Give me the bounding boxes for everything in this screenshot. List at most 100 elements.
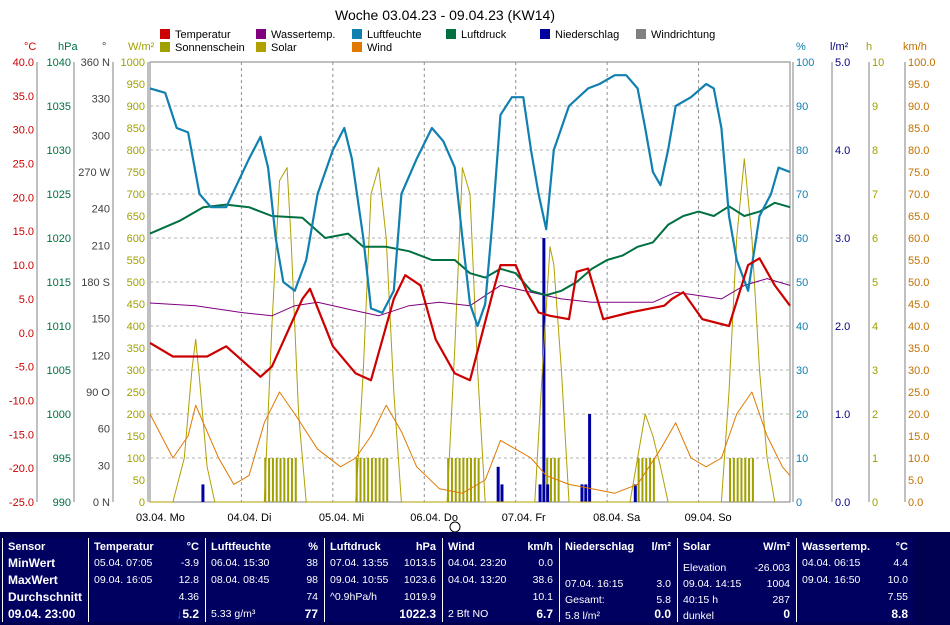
rain-total-value: 5.8: [656, 594, 671, 606]
axis-tick-wind: 55.0: [908, 255, 929, 267]
axis-unit-temp: °C: [24, 41, 36, 53]
axis-tick-sun: 10: [872, 57, 884, 69]
axis-tick-temp: -25.0: [9, 497, 34, 509]
rain-bar: [580, 484, 584, 502]
axis-tick-humidity: 40: [796, 321, 808, 333]
sunshine-bar: [378, 458, 381, 502]
sunshine-bar: [732, 458, 735, 502]
axis-tick-wind: 100.0: [908, 57, 936, 69]
time-marker-icon[interactable]: [449, 521, 461, 532]
rain-total-label: Gesamt:: [565, 594, 605, 606]
wind-unit: km/h: [527, 541, 553, 553]
axis-unit-wind: km/h: [903, 41, 927, 53]
humidity-header: Luftfeuchte: [211, 541, 271, 553]
legend-swatch-1: [256, 29, 266, 39]
sunshine-bar: [386, 458, 389, 502]
axis-tick-sun: 7: [872, 189, 878, 201]
temp-max-value: 12.8: [178, 574, 199, 586]
water-avg-value: 7.55: [887, 591, 908, 603]
legend-label-4: Niederschlag: [555, 29, 619, 41]
axis-tick-temp: 35.0: [13, 91, 34, 103]
axis-tick-wind: 40.0: [908, 321, 929, 333]
sunshine-bar: [268, 458, 271, 502]
axis-tick-winddir: 180 S: [81, 277, 110, 289]
rain-bar: [500, 484, 504, 502]
pressure-unit: hPa: [415, 541, 436, 553]
sunshine-bar: [466, 458, 469, 502]
wind-max-time: 04.04. 13:20: [448, 574, 507, 586]
temp-current-value: 5.2: [182, 607, 199, 621]
legend-label-3: Luftdruck: [461, 29, 507, 41]
wind-max-value: 38.6: [532, 574, 553, 586]
pressure-header: Luftdruck: [330, 541, 381, 553]
axis-tick-winddir: 330: [92, 94, 110, 106]
sensor-column: Sensor MinWert MaxWert Durchschnitt 09.0…: [2, 538, 87, 622]
axis-tick-winddir: 90 O: [86, 387, 110, 399]
sunshine-bar: [290, 458, 293, 502]
axis-tick-wind: 25.0: [908, 387, 929, 399]
axis-tick-sun: 4: [872, 321, 878, 333]
x-day-label-6: 09.04. So: [685, 512, 732, 524]
axis-tick-temp: 30.0: [13, 125, 34, 137]
x-day-label-0: 03.04. Mo: [136, 512, 185, 524]
sunshine-bar: [359, 458, 362, 502]
axis-tick-temp: 25.0: [13, 159, 34, 171]
solar-elevation-label: Elevation: [683, 562, 727, 574]
hum-current-value: 77: [304, 607, 318, 621]
press-avg-value: 1019.9: [403, 591, 436, 603]
axis-tick-temp: -15.0: [9, 429, 34, 441]
temp-min-value: -3.9: [180, 557, 199, 569]
sunshine-hours: 40:15 h: [683, 594, 719, 606]
axis-tick-wind: 0.0: [908, 497, 923, 509]
hum-absolute: 5.33 g/m³: [211, 608, 256, 620]
legend-label-7: Solar: [271, 42, 297, 54]
hum-min-value: 38: [306, 557, 318, 569]
axis-tick-temp: 15.0: [13, 226, 34, 238]
legend-label-8: Wind: [367, 42, 392, 54]
trend-down-icon: ↓: [176, 607, 183, 621]
x-day-label-4: 07.04. Fr: [502, 512, 546, 524]
press-min-value: 1013.5: [403, 557, 436, 569]
rain-bar: [588, 414, 592, 502]
axis-tick-sun: 3: [872, 365, 878, 377]
axis-tick-temp: 0.0: [19, 328, 34, 340]
humidity-unit: %: [308, 541, 318, 553]
axis-tick-pressure: 995: [53, 453, 71, 465]
solar-line: [150, 158, 776, 503]
press-current-value: 1022.3: [399, 607, 436, 621]
solar-current-value: 0: [783, 607, 790, 621]
temperature-line: [149, 257, 791, 382]
sunshine-bar: [283, 458, 286, 502]
axis-tick-pressure: 1040: [47, 57, 71, 69]
axis-tick-wind: 85.0: [908, 123, 929, 135]
solar-state: dunkel: [683, 610, 714, 622]
sunshine-bar: [649, 458, 652, 502]
axis-tick-wind: 5.0: [908, 475, 923, 487]
temp-avg-value: 4.36: [178, 591, 199, 603]
rain-unit: l/m²: [651, 541, 671, 553]
axis-tick-solar: 250: [127, 387, 145, 399]
sunshine-bar: [748, 458, 751, 502]
sunshine-bar: [450, 458, 453, 502]
current-time: 09.04. 23:00: [8, 607, 76, 621]
axis-tick-pressure: 1035: [47, 101, 71, 113]
watertemp-header: Wassertemp.: [802, 541, 871, 553]
axis-tick-wind: 90.0: [908, 101, 929, 113]
axis-tick-humidity: 10: [796, 453, 808, 465]
hum-max-time: 08.04. 08:45: [211, 574, 270, 586]
rain-current-value: 0.0: [654, 607, 671, 621]
chart-axes: 40.035.030.025.020.015.010.05.00.0-5.0-1…: [9, 41, 936, 509]
axis-tick-sun: 0: [872, 497, 878, 509]
sunshine-bar: [382, 458, 385, 502]
axis-tick-solar: 300: [127, 365, 145, 377]
axis-tick-solar: 500: [127, 277, 145, 289]
x-day-label-2: 05.04. Mi: [319, 512, 364, 524]
axis-tick-wind: 60.0: [908, 233, 929, 245]
sunshine-bar: [751, 458, 754, 502]
rain-bar: [584, 484, 588, 502]
axis-tick-solar: 550: [127, 255, 145, 267]
axis-tick-winddir: 150: [92, 314, 110, 326]
axis-tick-winddir: 0 N: [93, 497, 110, 509]
wind-header: Wind: [448, 541, 475, 553]
axis-tick-humidity: 60: [796, 233, 808, 245]
